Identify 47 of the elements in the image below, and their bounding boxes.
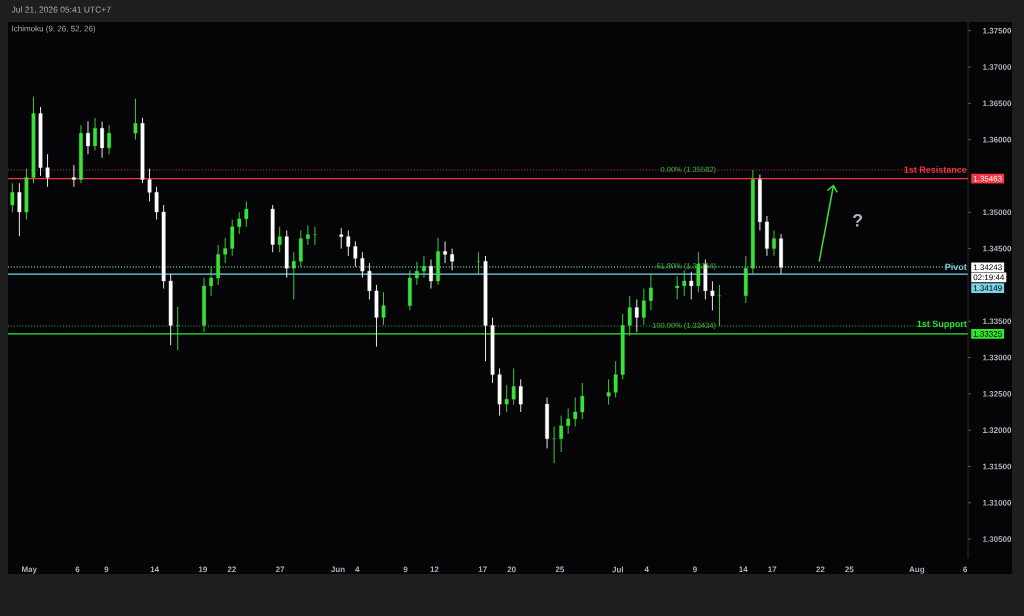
ref-line-label: 1st Support xyxy=(917,320,967,329)
x-tick-label: 17 xyxy=(768,566,777,573)
x-tick-label: 27 xyxy=(275,566,285,573)
x-tick-label: 9 xyxy=(693,566,697,573)
y-tick-label: 1.30500 xyxy=(983,536,1012,542)
x-tick-label: Aug xyxy=(909,566,925,574)
x-tick-label: 17 xyxy=(478,566,487,573)
annotation: Ichimoku (9, 26, 52, 26) xyxy=(12,25,96,33)
x-tick-label: 22 xyxy=(816,566,825,573)
text: Jul 21, 2026 05:41 UTC+7 xyxy=(11,6,111,14)
text: 02:19:44 xyxy=(973,274,1005,281)
y-tick-label: 1.36500 xyxy=(983,100,1012,107)
annotation: ? xyxy=(852,214,863,227)
y-tick-label: 1.31000 xyxy=(983,499,1012,506)
x-tick-label: 9 xyxy=(403,566,408,573)
ref-line-label: 1.35463 xyxy=(973,175,1002,182)
y-tick-label: 1.31500 xyxy=(983,463,1012,470)
x-tick-label: Jul xyxy=(612,566,623,573)
y-tick-label: 1.36000 xyxy=(983,136,1012,143)
x-tick-label: 4 xyxy=(644,566,649,573)
x-tick-label: 22 xyxy=(227,566,236,573)
x-tick-label: 9 xyxy=(104,566,109,573)
x-tick-label: 4 xyxy=(355,566,360,573)
x-tick-label: 6 xyxy=(963,566,968,573)
y-tick-label: 1.34500 xyxy=(983,245,1012,252)
x-tick-label: 25 xyxy=(555,566,565,573)
x-tick-label: May xyxy=(21,566,37,574)
y-tick-label: 1.33000 xyxy=(983,354,1012,361)
x-tick-label: Jun xyxy=(330,566,345,573)
x-tick-label: 14 xyxy=(739,566,748,573)
text: 1.34243 xyxy=(973,264,1002,271)
x-tick-label: 25 xyxy=(845,566,854,573)
x-tick-label: 6 xyxy=(75,566,80,573)
x-tick-label: 12 xyxy=(430,566,439,573)
y-tick-label: 1.32000 xyxy=(983,427,1012,434)
ref-line-label: 1st Resistance xyxy=(904,166,967,173)
ref-line-label: 1.33325 xyxy=(973,331,1002,337)
y-tick-label: 1.33500 xyxy=(983,318,1012,325)
y-tick-label: 1.37500 xyxy=(983,27,1012,34)
x-tick-label: 20 xyxy=(507,566,516,573)
ref-line-label: Pivot xyxy=(945,263,967,271)
y-tick-label: 1.32500 xyxy=(983,391,1012,397)
ref-line-label: 1.34149 xyxy=(973,285,1002,291)
y-tick-label: 1.35000 xyxy=(983,209,1012,216)
x-tick-label: 19 xyxy=(198,566,208,573)
y-tick-label: 1.37000 xyxy=(983,64,1012,70)
x-tick-label: 14 xyxy=(150,566,160,573)
